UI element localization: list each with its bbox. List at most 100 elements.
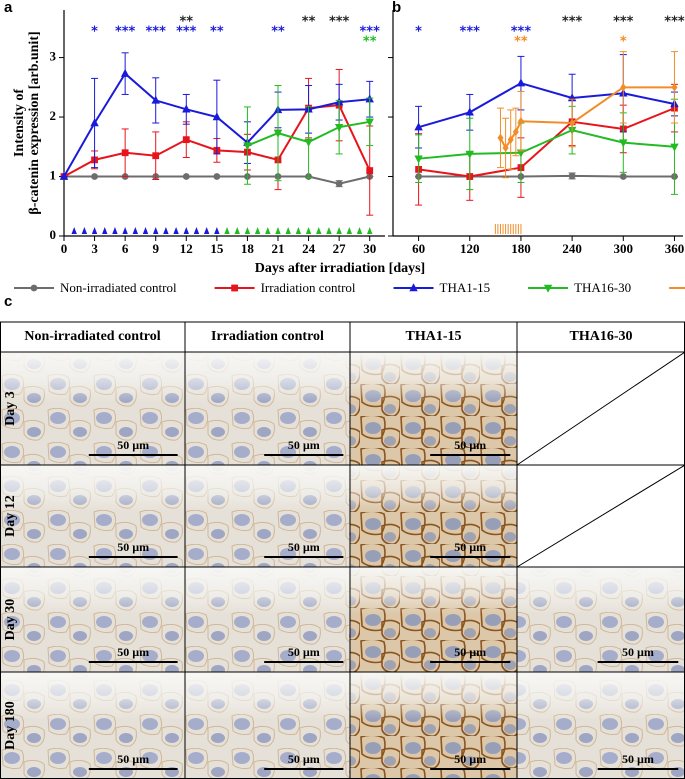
x-axis-label: Days after irradiation [days] — [255, 261, 425, 276]
treatment-marker — [214, 227, 220, 234]
marker — [414, 155, 423, 164]
treatment-marker — [316, 227, 322, 234]
treatment-marker — [132, 227, 139, 234]
x-tick-label: 15 — [210, 241, 224, 256]
x-tick-label: 60 — [412, 241, 425, 256]
legend-label: THA16-30 — [574, 280, 631, 295]
marker — [502, 143, 509, 153]
marker — [304, 138, 313, 147]
column-header: THA1-15 — [406, 329, 462, 344]
marker — [182, 136, 190, 144]
micrograph-lumen — [350, 672, 517, 779]
treatment-marker — [234, 227, 240, 234]
significance-label: *** — [460, 25, 481, 40]
significance-label: *** — [511, 25, 532, 40]
micrograph-lumen — [0, 672, 185, 779]
x-tick-label: 240 — [562, 241, 582, 256]
panel-label: b — [392, 0, 401, 16]
micrograph-lumen — [350, 465, 517, 567]
significance-label: *** — [613, 15, 634, 30]
significance-label: ** — [210, 25, 224, 40]
treatment-marker — [265, 227, 271, 234]
scale-bar-label: 50 µm — [288, 645, 320, 659]
series-line — [418, 82, 675, 129]
treatment-marker — [122, 227, 128, 234]
significance-label: ** — [271, 25, 285, 40]
y-axis-label: β-catenin expression [arb.unit] — [27, 31, 42, 214]
legend-marker — [231, 284, 238, 292]
legend-label: THA1-15 — [440, 280, 491, 295]
x-tick-label: 0 — [61, 241, 68, 256]
scale-bar-label: 50 µm — [288, 438, 320, 452]
y-tick-label: 0 — [50, 227, 57, 242]
significance-label: ** — [514, 35, 528, 50]
scale-bar-label: 50 µm — [117, 438, 149, 452]
treatment-marker — [163, 227, 169, 234]
marker — [213, 173, 221, 180]
significance-label: * — [91, 25, 98, 40]
y-axis-label: Intensity of — [12, 89, 27, 157]
y-tick-label: 3 — [50, 49, 57, 64]
empty-cell-cross — [516, 464, 685, 568]
marker — [568, 172, 576, 180]
x-tick-label: 360 — [665, 241, 685, 256]
micrograph-lumen — [185, 567, 350, 672]
marker — [670, 143, 679, 152]
scale-bar-label: 50 µm — [454, 645, 486, 659]
micrograph-lumen — [185, 465, 350, 567]
marker — [335, 180, 343, 188]
x-tick-label: 9 — [152, 241, 159, 256]
significance-label: ** — [363, 35, 377, 50]
marker — [365, 118, 374, 127]
y-tick-label: 1 — [50, 168, 57, 183]
micrograph-lumen — [185, 672, 350, 779]
panel-label: c — [4, 293, 12, 310]
marker — [569, 118, 576, 128]
treatment-marker — [112, 227, 118, 234]
marker — [212, 112, 222, 121]
significance-label: ** — [179, 15, 193, 30]
legend-marker — [409, 283, 418, 292]
significance-label: *** — [562, 15, 583, 30]
column-header: Irradiation control — [211, 329, 324, 344]
panel-label: a — [4, 0, 13, 16]
treatment-marker — [275, 227, 281, 234]
series-line — [418, 107, 675, 178]
marker — [620, 83, 627, 92]
legend-marker — [543, 284, 553, 293]
marker — [507, 135, 514, 144]
significance-label: ** — [302, 15, 316, 30]
treatment-marker — [285, 227, 291, 234]
marker — [671, 83, 678, 92]
significance-label: *** — [664, 15, 685, 30]
treatment-marker — [356, 227, 363, 234]
x-tick-label: 30 — [363, 241, 376, 256]
treatment-marker — [91, 227, 98, 234]
column-header: Non-irradiated control — [24, 329, 160, 344]
micrograph-lumen — [517, 567, 685, 672]
scale-bar-label: 50 µm — [454, 752, 486, 766]
treatment-marker — [193, 227, 200, 234]
marker — [151, 95, 160, 104]
treatment-marker — [346, 227, 353, 234]
scale-bar-label: 50 µm — [288, 540, 320, 554]
empty-cell-cross — [516, 351, 685, 466]
treatment-marker — [173, 227, 179, 234]
scale-bar-label: 50 µm — [622, 752, 654, 766]
micrograph-lumen — [0, 465, 185, 567]
marker — [497, 133, 504, 143]
scale-bar-label: 50 µm — [117, 540, 149, 554]
marker — [366, 167, 374, 174]
marker — [334, 123, 344, 132]
row-label: Day 12 — [3, 495, 18, 537]
x-tick-label: 24 — [302, 241, 316, 256]
x-tick-label: 300 — [614, 241, 634, 256]
x-tick-label: 21 — [272, 241, 285, 256]
marker — [516, 78, 526, 87]
marker — [414, 122, 423, 131]
x-tick-label: 120 — [460, 241, 480, 256]
micrograph-lumen — [0, 352, 185, 465]
treatment-marker — [153, 227, 159, 234]
scale-bar-label: 50 µm — [454, 540, 486, 554]
legend-label: Irradiation control — [261, 280, 356, 295]
